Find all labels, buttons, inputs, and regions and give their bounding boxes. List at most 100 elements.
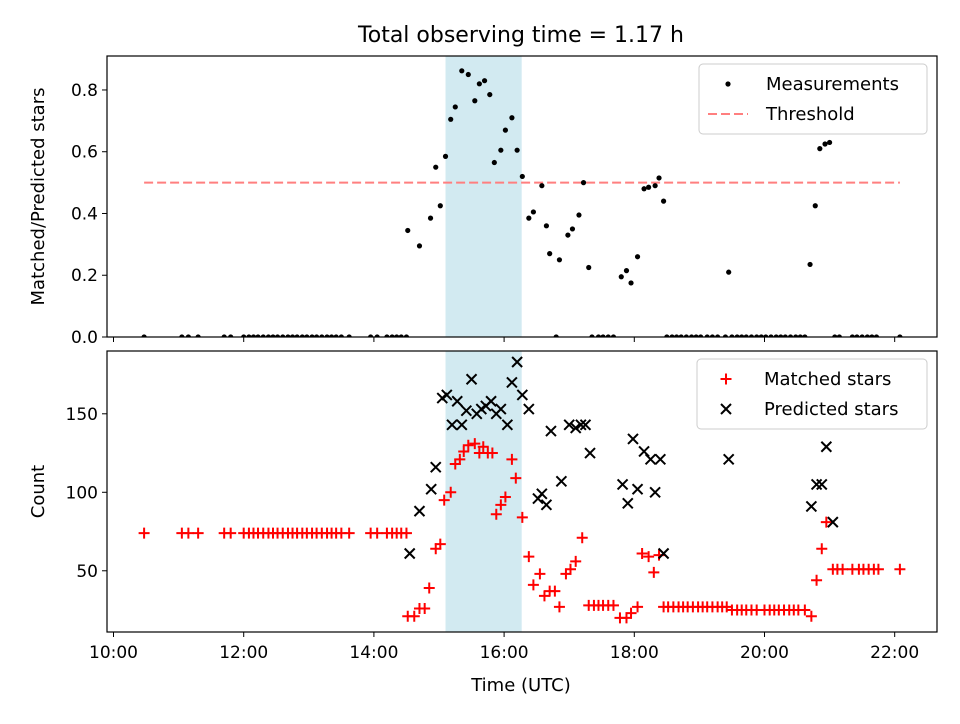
data-point (539, 183, 545, 189)
data-point (569, 226, 576, 232)
data-point (394, 334, 400, 337)
data-point (511, 356, 523, 368)
legend-marker-swatch (725, 81, 731, 87)
data-point (768, 334, 774, 337)
x-tick-label: 10:00 (89, 643, 138, 663)
data-point (434, 538, 446, 550)
data-point (289, 334, 296, 337)
data-point (897, 334, 903, 337)
data-point (778, 334, 784, 337)
data-point (832, 334, 838, 337)
data-point (185, 334, 191, 337)
data-point (793, 334, 799, 337)
data-point (579, 419, 592, 431)
data-point (644, 453, 657, 466)
data-point (527, 579, 539, 591)
data-point (371, 527, 383, 539)
data-point (631, 483, 644, 495)
data-point (416, 243, 423, 249)
data-point (179, 334, 185, 337)
data-point (555, 475, 568, 488)
data-point (486, 447, 498, 459)
data-point (563, 419, 575, 431)
data-point (553, 334, 559, 337)
data-point (649, 486, 661, 498)
data-point (534, 568, 546, 580)
data-point (458, 445, 470, 457)
data-point (688, 334, 695, 337)
axes-frame (106, 55, 938, 338)
data-point (547, 251, 553, 257)
data-point (456, 419, 468, 431)
data-point (490, 508, 502, 520)
data-point (502, 127, 508, 133)
data-point (748, 334, 755, 337)
data-point (805, 610, 817, 622)
data-point (584, 447, 596, 459)
data-point (465, 71, 471, 78)
data-point (299, 334, 305, 337)
data-point (384, 334, 390, 337)
data-point (580, 180, 587, 186)
data-point (683, 334, 689, 337)
data-point (623, 268, 630, 274)
data-point (221, 334, 227, 337)
data-point (413, 505, 426, 517)
data-point (195, 334, 201, 337)
data-point (346, 334, 352, 337)
y-tick-label: 50 (76, 562, 98, 582)
data-point (869, 334, 875, 337)
data-point (285, 334, 291, 337)
data-point (754, 334, 760, 337)
data-point (595, 334, 602, 337)
data-point (270, 334, 276, 337)
series-predicted-stars (403, 356, 839, 560)
data-point (715, 334, 721, 337)
data-point (837, 563, 849, 575)
data-point (540, 499, 553, 511)
plot-data (141, 68, 903, 337)
data-point (820, 516, 832, 528)
data-point (827, 516, 839, 528)
legend-box (698, 63, 928, 135)
data-point (138, 527, 150, 539)
data-point (333, 334, 339, 337)
y-axis-label: Count (28, 465, 49, 518)
data-point (632, 601, 644, 613)
data-point (462, 439, 474, 451)
data-point (516, 389, 529, 401)
chart-title: Total observing time = 1.17 h (357, 23, 684, 48)
data-point (228, 334, 234, 337)
data-point (403, 334, 410, 337)
data-point (403, 547, 416, 560)
legend-label: Threshold (765, 104, 855, 125)
data-point (536, 488, 548, 500)
data-point (452, 104, 458, 110)
data-point (454, 453, 466, 465)
data-point (648, 566, 660, 578)
data-point (811, 574, 823, 586)
data-point (465, 373, 478, 385)
data-point (802, 334, 808, 337)
data-point (664, 334, 670, 337)
observing-window-span (445, 351, 522, 632)
series-measurements (141, 68, 903, 337)
axes-frame (106, 350, 938, 633)
data-point (389, 334, 395, 337)
data-point (553, 601, 565, 613)
data-point (309, 334, 315, 337)
y-tick-label: 0.4 (71, 204, 98, 224)
data-point (319, 334, 325, 337)
data-point (192, 527, 204, 539)
data-point (693, 334, 699, 337)
data-point (569, 422, 582, 434)
data-point (509, 115, 515, 121)
data-point (589, 334, 595, 337)
data-point (506, 376, 518, 389)
data-point (304, 334, 310, 337)
data-point (739, 334, 745, 337)
ratio-panel: 0.0 0.2 0.4 0.6 0.8 Matched/Predicted stars Me… (28, 55, 938, 348)
data-point (523, 403, 535, 415)
data-point (441, 389, 453, 401)
data-point (726, 269, 732, 275)
